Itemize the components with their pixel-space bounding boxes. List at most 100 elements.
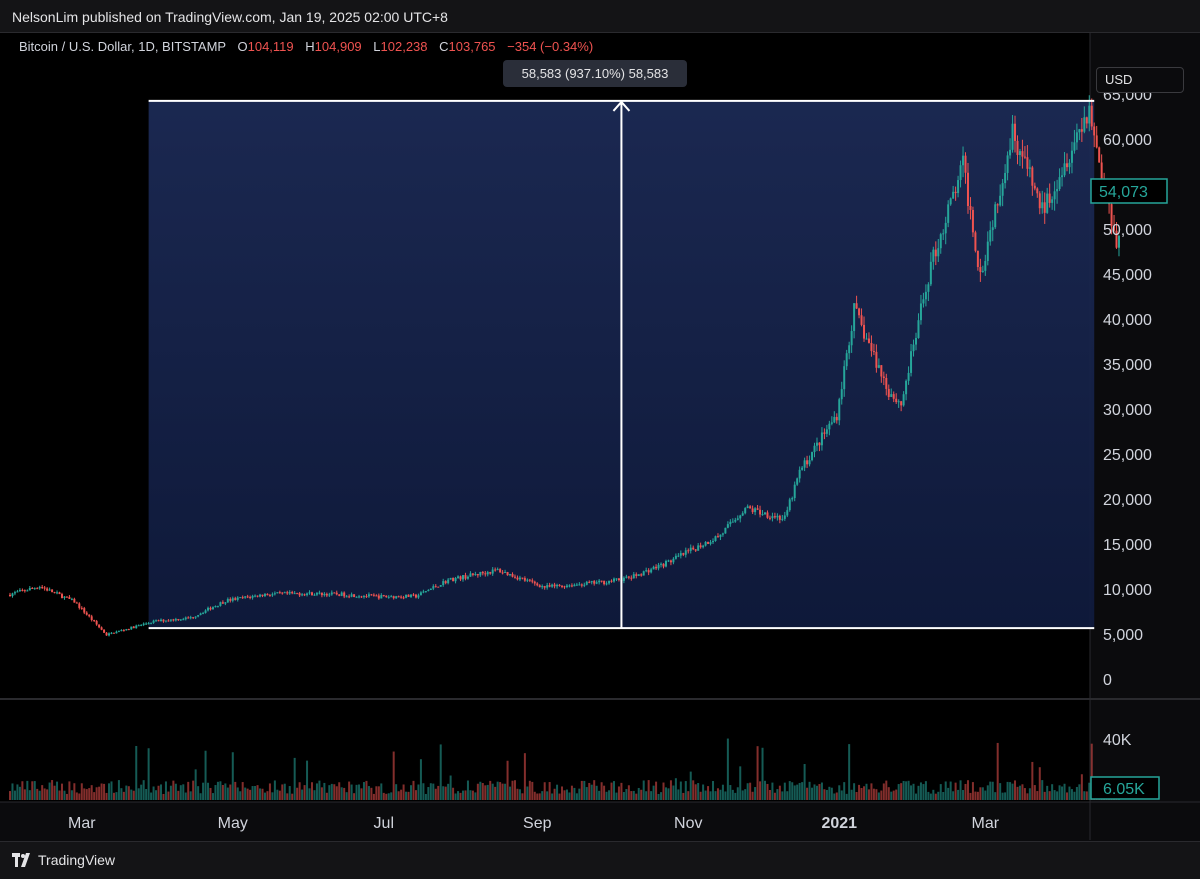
candle-body xyxy=(942,233,945,235)
candle-body xyxy=(907,372,910,381)
candle-body xyxy=(625,576,628,578)
candle-body xyxy=(244,596,247,598)
volume-bar xyxy=(986,785,989,800)
candle-body xyxy=(516,577,519,580)
volume-bar xyxy=(553,788,556,800)
candle-body xyxy=(677,555,680,557)
volume-bar xyxy=(202,782,205,800)
price-chart[interactable]: 65,00060,00055,00050,00045,00040,00035,0… xyxy=(0,33,1200,840)
volume-bar xyxy=(848,744,851,800)
volume-bar xyxy=(1078,784,1081,800)
volume-bar xyxy=(244,787,247,800)
volume-bar xyxy=(263,792,266,800)
volume-bar xyxy=(424,793,427,800)
volume-bar xyxy=(981,787,984,800)
volume-bar xyxy=(100,783,103,800)
candle-body xyxy=(947,204,950,223)
candle-body xyxy=(147,623,150,625)
measure-lines[interactable] xyxy=(148,99,1095,630)
volume-bar xyxy=(739,766,742,800)
volume-bar xyxy=(563,790,566,800)
volume-bar xyxy=(630,791,633,800)
candle-body xyxy=(1093,126,1096,136)
volume-bar xyxy=(882,783,885,800)
volume-bar xyxy=(385,793,388,800)
volume-bar xyxy=(900,783,903,800)
candle-body xyxy=(103,629,106,633)
candle-body xyxy=(437,586,440,588)
volume-bar xyxy=(694,784,697,800)
tradingview-brand: TradingView xyxy=(38,852,116,868)
volume-bar xyxy=(801,782,804,800)
volume-bar xyxy=(707,786,710,800)
candle-body xyxy=(957,180,960,194)
volume-tick-label: 40K xyxy=(1103,732,1132,749)
volume-bar xyxy=(974,791,977,800)
volume-bar xyxy=(479,781,482,800)
candle-body xyxy=(476,574,479,576)
candle-body xyxy=(112,632,115,634)
volume-bar xyxy=(526,786,529,800)
volume-bar xyxy=(13,790,16,800)
time-axis[interactable]: Mar May Jul Sep Nov 2021 Mar xyxy=(68,815,1000,832)
volume-bar xyxy=(11,783,14,800)
candle-body xyxy=(882,376,885,378)
volume-bar xyxy=(872,788,875,800)
volume-bar xyxy=(845,793,848,800)
volume-bar xyxy=(803,764,806,800)
volume-bar xyxy=(414,790,417,800)
candle-body xyxy=(764,512,766,515)
volume-bar xyxy=(110,781,113,800)
volume-bar xyxy=(80,783,83,800)
candle-body xyxy=(380,595,383,599)
candle-body xyxy=(117,630,120,632)
volume-bar xyxy=(724,791,727,800)
currency-button[interactable]: USD xyxy=(1096,67,1184,93)
volume-bar xyxy=(318,780,321,800)
volume-bar xyxy=(595,785,598,800)
candle-body xyxy=(511,573,514,577)
price-tick-label: 20,000 xyxy=(1103,492,1152,509)
candle-body xyxy=(315,592,318,595)
candle-body xyxy=(801,467,804,470)
candle-body xyxy=(100,627,103,630)
volume-bar xyxy=(558,793,561,800)
candle-body xyxy=(840,389,843,400)
candle-body xyxy=(400,596,403,598)
volume-axis[interactable]: 40K xyxy=(1103,732,1132,749)
candle-body xyxy=(553,584,556,587)
candle-body xyxy=(994,204,997,228)
volume-bar xyxy=(578,788,581,800)
volume-bar xyxy=(358,784,361,800)
volume-bar xyxy=(585,787,588,800)
volume-bar xyxy=(429,783,432,800)
volume-bar xyxy=(605,791,608,800)
tradingview-logo[interactable]: TradingView xyxy=(12,852,115,868)
volume-bar xyxy=(169,785,172,800)
candle-body xyxy=(108,633,111,636)
candle-body xyxy=(122,630,125,632)
volume-bar xyxy=(348,781,351,800)
volume-bar xyxy=(994,792,997,800)
candle-body xyxy=(962,155,965,166)
candle-body xyxy=(53,592,56,594)
candle-body xyxy=(202,612,205,614)
candle-body xyxy=(43,587,46,589)
volume-bar xyxy=(1041,780,1044,800)
candle-body xyxy=(1021,151,1024,157)
candle-body xyxy=(246,596,249,598)
price-axis[interactable]: 65,00060,00055,00050,00045,00040,00035,0… xyxy=(1103,87,1152,689)
candle-body xyxy=(707,541,710,544)
volume-bar xyxy=(9,791,11,800)
candle-body xyxy=(241,597,244,599)
candle-body xyxy=(447,579,450,584)
volume-bar xyxy=(962,790,965,800)
volume-bar xyxy=(598,790,601,800)
chart-area[interactable]: 65,00060,00055,00050,00045,00040,00035,0… xyxy=(0,33,1200,840)
volume-bar xyxy=(825,789,828,800)
volume-bar xyxy=(927,791,930,800)
candle-body xyxy=(1036,188,1039,194)
volume-bar xyxy=(58,790,61,800)
candle-body xyxy=(880,365,883,377)
candle-body xyxy=(917,320,920,338)
